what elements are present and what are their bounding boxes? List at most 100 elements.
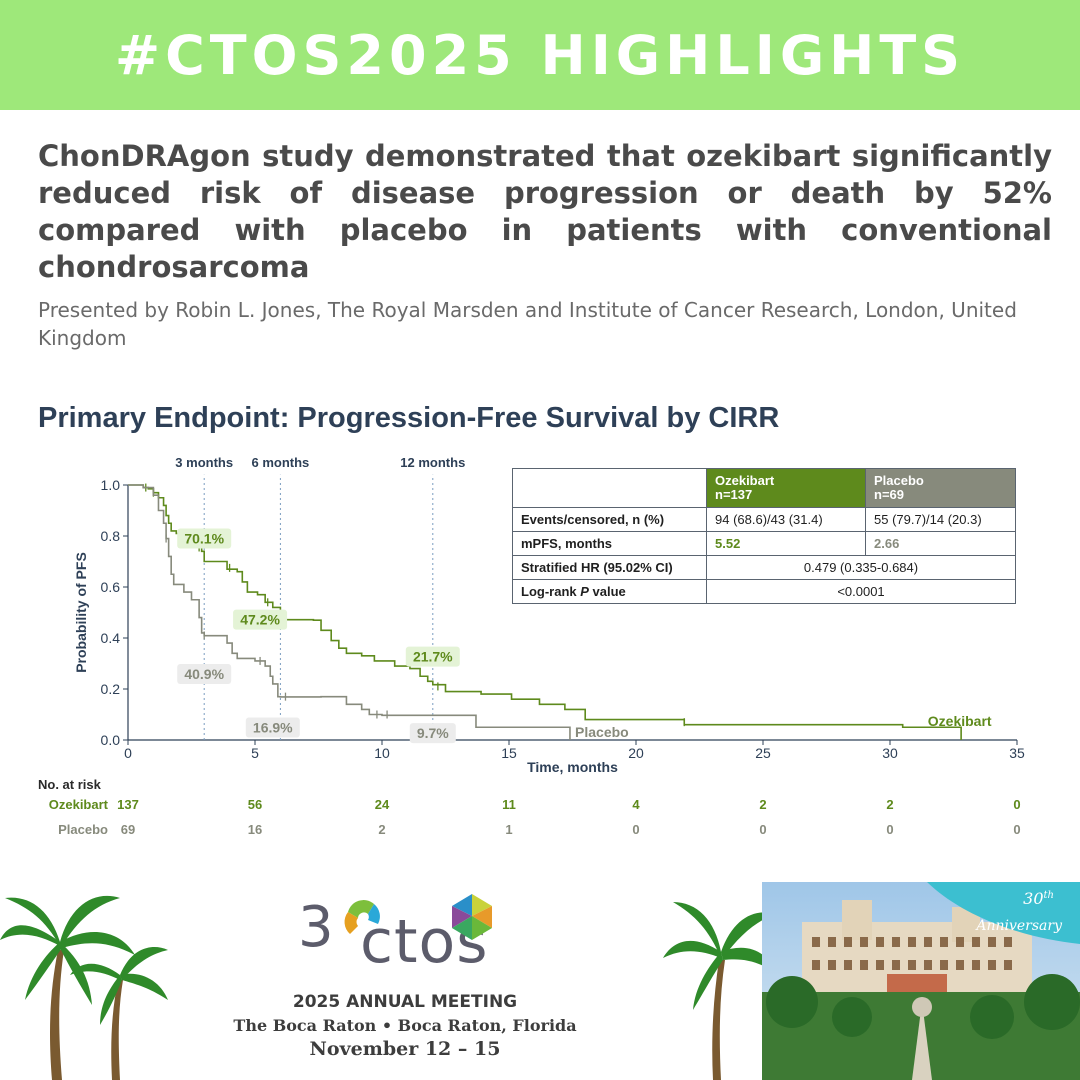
y-tick-label: 0.4 [101, 630, 121, 646]
cell-placebo: 55 (79.7)/14 (20.3) [865, 507, 1016, 532]
label-part: value [588, 584, 626, 599]
at-risk-count: 11 [502, 797, 516, 812]
presenter-credit: Presented by Robin L. Jones, The Royal M… [38, 298, 1017, 350]
x-tick-label: 5 [251, 745, 259, 761]
x-tick-label: 20 [628, 745, 644, 761]
x-axis-label: Time, months [527, 759, 618, 775]
at-risk-count: 24 [374, 797, 390, 812]
boca-raton-hotel-photo: 30th Anniversary [762, 882, 1080, 1080]
at-risk-count: 137 [117, 797, 139, 812]
logo-hexagon-icon [452, 894, 492, 940]
cell-ozekibart: 94 (68.6)/43 (31.4) [706, 507, 866, 532]
meeting-venue: The Boca Raton • Boca Raton, Florida [233, 1016, 577, 1035]
anniversary-word: Anniversary [974, 918, 1063, 934]
table-row-mpfs: mPFS, months 5.52 2.66 [512, 531, 1016, 556]
row-label: mPFS, months [512, 531, 707, 556]
table-row-hr: Stratified HR (95.02% CI) 0.479 (0.335-0… [512, 555, 1016, 580]
header-banner: #CTOS2025 HIGHLIGHTS [0, 0, 1080, 110]
meeting-title: 2025 ANNUAL MEETING [292, 992, 518, 1012]
ctos-logo: 3 ctos [298, 894, 492, 970]
logo-digit: 3 [298, 895, 334, 960]
x-tick-label: 15 [501, 745, 517, 761]
y-tick-label: 0.2 [101, 681, 121, 697]
km-curve-ozekibart [128, 484, 962, 740]
at-risk-count: 16 [247, 822, 263, 837]
x-tick-label: 25 [755, 745, 771, 761]
at-risk-count: 0 [759, 822, 767, 837]
chart-axes: 0 5 10 15 20 25 30 35 0.0 0.2 0.4 0.6 0.8 1.0 Time, mo… [73, 477, 1025, 775]
banner-title: #CTOS2025 HIGHLIGHTS [114, 23, 966, 87]
palm-tree-left-illustration [0, 895, 168, 1080]
annotation-label: 16.9% [253, 720, 293, 736]
label-part-italic: P [580, 584, 589, 599]
landmark-label: 6 months [252, 455, 310, 470]
x-tick-label: 30 [882, 745, 898, 761]
annotation-box [233, 609, 288, 630]
logo-swirl-icon [344, 900, 380, 934]
annotation-label: 47.2% [240, 612, 280, 628]
table-header-placebo: Placebo n=69 [865, 468, 1016, 508]
at-risk-count: 56 [247, 797, 263, 812]
x-tick-label: 0 [124, 745, 132, 761]
x-tick-label: 35 [1009, 745, 1025, 761]
table-header-ozekibart: Ozekibart n=137 [706, 468, 866, 508]
annotation-box [177, 663, 232, 684]
annotation-label: 40.9% [184, 666, 224, 682]
cell-ozekibart: 5.52 [706, 531, 866, 556]
landmark-label: 3 months [175, 455, 233, 470]
headline: ChonDRAgon study demonstrated that ozeki… [38, 139, 1052, 284]
chart-title: Primary Endpoint: Progression-Free Survi… [38, 402, 780, 434]
y-tick-label: 1.0 [101, 477, 121, 493]
annotation-label: 70.1% [184, 531, 224, 547]
row-label: Events/censored, n (%) [512, 507, 707, 532]
cell-combined: 0.479 (0.335-0.684) [706, 555, 1016, 580]
annotation-box [245, 717, 300, 738]
at-risk-count: 2 [886, 797, 894, 812]
series-label-ozekibart: Ozekibart [928, 713, 992, 729]
table-row-logrank: Log-rank P value <0.0001 [512, 579, 1016, 604]
at-risk-label-placebo: Placebo [58, 822, 108, 837]
cell-placebo: 2.66 [865, 531, 1016, 556]
km-curve-placebo [128, 484, 571, 740]
header-ozekibart-text: Ozekibart n=137 [715, 473, 775, 502]
row-label: Stratified HR (95.02% CI) [512, 555, 707, 580]
anniversary-number: 30th [1023, 889, 1054, 908]
series-label-placebo: Placebo [575, 724, 629, 740]
at-risk-count: 1 [505, 822, 513, 837]
y-axis-label: Probability of PFS [73, 552, 89, 673]
row-label: Log-rank P value [512, 579, 707, 604]
at-risk-count: 0 [632, 822, 640, 837]
cell-combined: <0.0001 [706, 579, 1016, 604]
annotation-box [405, 646, 460, 667]
y-tick-label: 0.0 [101, 732, 121, 748]
header-placebo-text: Placebo n=69 [874, 473, 924, 502]
at-risk-count: 0 [886, 822, 894, 837]
at-risk-count: 2 [378, 822, 386, 837]
annotation-label: 9.7% [417, 725, 449, 741]
at-risk-count: 4 [632, 797, 640, 812]
palm-tree-right-illustration [663, 902, 775, 1080]
landmark-annotations: 70.1% 47.2% 21.7% 40.9% 16.9% 9.7% [177, 528, 460, 744]
annotation-label: 21.7% [413, 649, 453, 665]
annotation-box [409, 723, 456, 744]
at-risk-count: 0 [1013, 797, 1021, 812]
at-risk-label-ozekibart: Ozekibart [48, 797, 108, 812]
label-part: Log-rank [521, 584, 581, 599]
table-header-blank [512, 468, 707, 508]
survival-curves: Ozekibart Placebo [128, 483, 992, 740]
landmark-lines: 3 months 6 months 12 months [175, 455, 465, 740]
meeting-dates: November 12 – 15 [309, 1038, 501, 1060]
landmark-label: 12 months [400, 455, 465, 470]
at-risk-title: No. at risk [38, 777, 101, 792]
table-row-events: Events/censored, n (%) 94 (68.6)/43 (31.… [512, 507, 1016, 532]
at-risk-count: 69 [120, 822, 136, 837]
x-tick-label: 10 [374, 745, 390, 761]
at-risk-count: 0 [1013, 822, 1021, 837]
results-table: Ozekibart n=137 Placebo n=69 Events/censor… [512, 468, 1016, 604]
at-risk-count: 2 [759, 797, 767, 812]
km-chart: 0 5 10 15 20 25 30 35 0.0 0.2 0.4 0.6 0.8 1.0 Time, mo… [73, 455, 1025, 775]
y-tick-label: 0.8 [101, 528, 121, 544]
results-table-header: Ozekibart n=137 Placebo n=69 [512, 468, 1016, 508]
y-tick-label: 0.6 [101, 579, 121, 595]
annotation-box [177, 528, 232, 549]
